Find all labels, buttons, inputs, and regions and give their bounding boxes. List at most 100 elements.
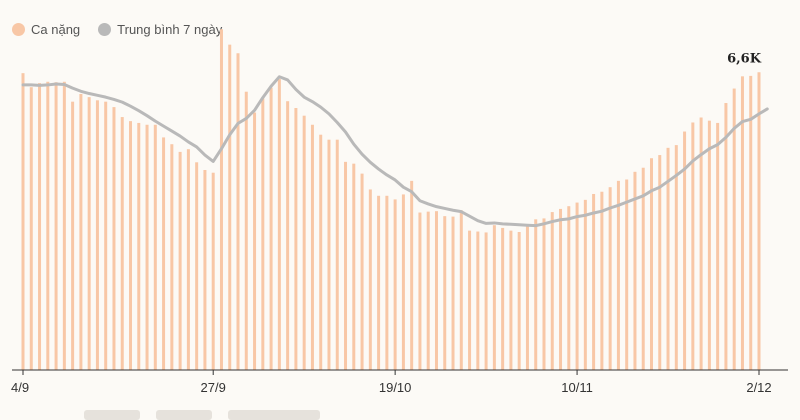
bar[interactable] — [732, 88, 736, 371]
bar[interactable] — [641, 167, 645, 370]
bar[interactable] — [683, 131, 687, 370]
bar[interactable] — [451, 216, 455, 370]
bar[interactable] — [649, 158, 653, 370]
bar[interactable] — [211, 172, 215, 370]
bar[interactable] — [21, 73, 25, 370]
bar[interactable] — [559, 208, 563, 370]
bar[interactable] — [492, 225, 496, 370]
bar[interactable] — [476, 231, 480, 370]
bar[interactable] — [319, 134, 323, 370]
bar[interactable] — [666, 147, 670, 370]
bar[interactable] — [534, 219, 538, 370]
bar[interactable] — [625, 179, 629, 371]
bar[interactable] — [368, 189, 372, 370]
bar[interactable] — [261, 98, 265, 371]
bar[interactable] — [550, 212, 554, 370]
footer-tab-1[interactable] — [84, 410, 140, 420]
bar[interactable] — [71, 101, 75, 371]
bar[interactable] — [418, 212, 422, 370]
bar[interactable] — [294, 108, 298, 370]
x-tick-label: 2/12 — [746, 380, 771, 395]
bar[interactable] — [253, 112, 257, 370]
bar[interactable] — [633, 171, 637, 370]
bar[interactable] — [525, 224, 529, 370]
bar[interactable] — [410, 180, 414, 370]
bar[interactable] — [120, 117, 124, 370]
bar[interactable] — [178, 151, 182, 370]
footer-tab-3[interactable] — [228, 410, 320, 420]
bar[interactable] — [434, 211, 438, 370]
bar[interactable] — [162, 137, 166, 370]
bar[interactable] — [542, 218, 546, 370]
bar[interactable] — [302, 115, 306, 370]
bar[interactable] — [112, 107, 116, 370]
bar[interactable] — [244, 91, 248, 371]
bar-series — [21, 29, 761, 371]
x-tick-label: 10/11 — [561, 380, 593, 395]
bar[interactable] — [137, 122, 141, 370]
bar[interactable] — [608, 187, 612, 370]
bar[interactable] — [129, 121, 133, 371]
average-line — [21, 75, 769, 228]
bar[interactable] — [104, 101, 108, 371]
bar[interactable] — [740, 76, 744, 370]
bar[interactable] — [310, 124, 314, 370]
bar[interactable] — [517, 231, 521, 370]
bar[interactable] — [674, 145, 678, 370]
legend-item-average[interactable]: Trung bình 7 ngày — [98, 22, 222, 37]
footer-tab-2[interactable] — [156, 410, 212, 420]
bar[interactable] — [228, 44, 232, 371]
bar[interactable] — [385, 195, 389, 370]
bar[interactable] — [360, 173, 364, 370]
bar[interactable] — [658, 155, 662, 370]
bar[interactable] — [145, 124, 149, 370]
bar[interactable] — [691, 122, 695, 370]
bar[interactable] — [757, 72, 761, 370]
bar[interactable] — [401, 194, 405, 370]
bar[interactable] — [459, 210, 463, 370]
bar[interactable] — [269, 87, 273, 370]
bar[interactable] — [87, 97, 91, 370]
bar[interactable] — [600, 191, 604, 370]
bar[interactable] — [203, 170, 207, 370]
last-value-label: 6,6K — [727, 51, 762, 66]
bar[interactable] — [583, 199, 587, 370]
bar[interactable] — [62, 81, 66, 370]
bar[interactable] — [592, 193, 596, 370]
legend-item-cases[interactable]: Ca nặng — [12, 22, 80, 37]
bar[interactable] — [286, 101, 290, 371]
bar[interactable] — [153, 124, 157, 370]
bar[interactable] — [749, 75, 753, 371]
bar[interactable] — [352, 163, 356, 370]
bar[interactable] — [170, 144, 174, 370]
bar[interactable] — [46, 81, 50, 370]
bar[interactable] — [377, 195, 381, 370]
bar[interactable] — [724, 103, 728, 371]
bar[interactable] — [567, 206, 571, 370]
bar[interactable] — [327, 139, 331, 370]
bar[interactable] — [79, 93, 83, 370]
bar[interactable] — [277, 79, 281, 370]
bar[interactable] — [219, 29, 223, 371]
bar[interactable] — [699, 117, 703, 371]
bar[interactable] — [186, 149, 190, 370]
bar[interactable] — [509, 230, 513, 370]
bar[interactable] — [426, 211, 430, 371]
bar[interactable] — [95, 100, 99, 370]
bar[interactable] — [236, 53, 240, 370]
bar[interactable] — [468, 230, 472, 370]
bar[interactable] — [707, 120, 711, 370]
bar[interactable] — [344, 161, 348, 370]
bar[interactable] — [484, 232, 488, 370]
bar[interactable] — [393, 199, 397, 370]
bar[interactable] — [716, 122, 720, 370]
bar[interactable] — [335, 139, 339, 370]
bar[interactable] — [29, 87, 33, 370]
bar[interactable] — [501, 227, 505, 370]
bar[interactable] — [195, 162, 199, 370]
bar[interactable] — [38, 83, 42, 371]
bar[interactable] — [575, 202, 579, 370]
bar[interactable] — [443, 216, 447, 370]
bar[interactable] — [54, 82, 58, 371]
bar[interactable] — [616, 180, 620, 370]
